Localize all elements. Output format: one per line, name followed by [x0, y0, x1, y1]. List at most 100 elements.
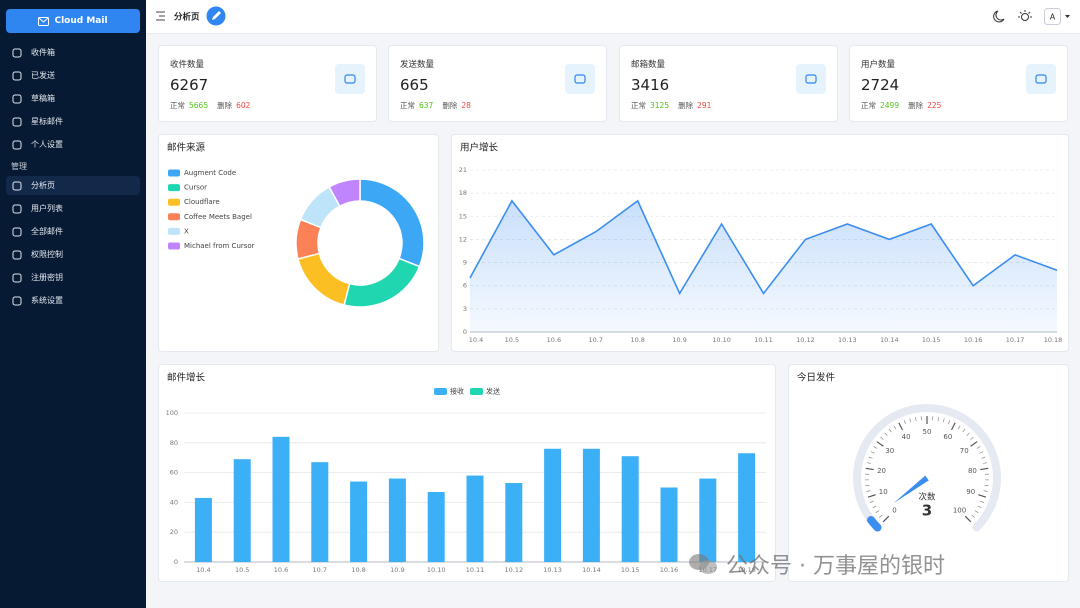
bar [505, 483, 523, 562]
menu-icon [12, 181, 22, 190]
menu-section: 管理 [11, 162, 27, 171]
watermark-text: 公众号 · 万事屋的银时 [726, 554, 945, 579]
x-tick-label: 10.12 [504, 566, 523, 574]
bar [272, 436, 290, 562]
menu-item[interactable]: 个人设置 [6, 135, 140, 154]
deleted-label: 删除 [908, 101, 924, 110]
menu-label: 草稿箱 [31, 94, 55, 103]
legend-swatch [168, 169, 180, 177]
stat-title: 邮箱数量 [631, 60, 666, 70]
gauge-tick [865, 467, 874, 471]
gauge-tick [964, 515, 972, 523]
menu-label: 注册密钥 [31, 273, 63, 282]
x-tick-label: 10.14 [582, 566, 601, 574]
icon-shape [12, 140, 22, 149]
gauge-tick [882, 515, 890, 523]
y-tick-label: 18 [459, 189, 467, 197]
stat-breakdown: 正常 3125 删除 291 [631, 100, 711, 111]
stat-card: 收件数量 6267 正常 5665 删除 602 [158, 45, 377, 122]
brand-button[interactable]: Cloud Mail [6, 9, 140, 33]
menu-item[interactable]: 全部邮件 [6, 222, 140, 241]
y-tick-label: 20 [170, 528, 178, 536]
bar [466, 475, 484, 562]
menu-toggle[interactable] [156, 11, 165, 21]
icon [805, 74, 817, 84]
x-tick-label: 10.12 [796, 336, 815, 344]
menu-item[interactable]: 已发送 [6, 66, 140, 85]
legend-label: Cursor [184, 184, 207, 192]
settings-icon[interactable] [1018, 10, 1032, 21]
menu-label: 系统设置 [31, 296, 63, 305]
deleted-count: 291 [697, 101, 712, 110]
gauge-minor-tick [893, 425, 897, 430]
gauge-minor-tick [872, 505, 877, 509]
bar [311, 462, 329, 562]
menu-item[interactable]: 星标邮件 [6, 112, 140, 131]
x-tick-label: 10.15 [922, 336, 941, 344]
gauge-tick-label: 100 [953, 507, 966, 515]
menu-item[interactable]: 分析页 [6, 176, 140, 195]
header-bar: 分析页 A [156, 6, 1071, 26]
x-tick-label: 10.18 [1044, 336, 1063, 344]
x-tick-label: 10.7 [589, 336, 603, 344]
legend-label: Augment Code [184, 169, 236, 177]
user-menu[interactable]: A [1044, 8, 1071, 25]
gauge-minor-tick [875, 510, 880, 514]
x-tick-label: 10.10 [712, 336, 731, 344]
legend-label: Coffee Meets Bagel [184, 213, 252, 221]
icon-shape [12, 48, 22, 57]
legend-swatch [434, 388, 447, 395]
x-tick-label: 10.11 [754, 336, 773, 344]
menu-icon [12, 250, 22, 259]
deleted-label: 删除 [442, 101, 458, 110]
y-tick-label: 80 [170, 439, 178, 447]
y-tick-label: 60 [170, 469, 178, 477]
normal-count: 637 [419, 101, 434, 110]
gauge-minor-tick [971, 514, 975, 518]
menu-item[interactable]: 系统设置 [6, 291, 140, 310]
menu-icon [12, 227, 22, 236]
theme-toggle[interactable] [993, 10, 1005, 23]
menu-label: 权限控制 [31, 250, 63, 259]
menu-item[interactable]: 注册密钥 [6, 268, 140, 287]
y-tick-label: 9 [463, 259, 467, 267]
gauge-tick-label: 20 [877, 467, 886, 475]
menu-item[interactable]: 用户列表 [6, 199, 140, 218]
y-tick-label: 3 [463, 305, 467, 313]
gauge-minor-tick [903, 420, 906, 425]
bar [621, 456, 639, 562]
x-tick-label: 10.14 [880, 336, 899, 344]
bar [194, 497, 212, 562]
gauge-tick [867, 494, 876, 498]
stat-total: 3416 [631, 76, 670, 94]
y-tick-label: 0 [463, 328, 467, 336]
x-tick-label: 10.15 [621, 566, 640, 574]
bar [427, 491, 445, 562]
legend-swatch [168, 213, 180, 221]
menu-icon [12, 140, 22, 149]
stat-card: 发送数量 665 正常 637 删除 28 [388, 45, 607, 122]
gauge-minor-tick [888, 428, 892, 433]
stat-title: 用户数量 [861, 60, 896, 70]
x-tick-label: 10.4 [469, 336, 483, 344]
gauge-minor-tick [974, 510, 979, 514]
menu-item[interactable]: 收件箱 [6, 43, 140, 62]
menu-item[interactable]: 草稿箱 [6, 89, 140, 108]
gauge-minor-tick [866, 490, 871, 492]
menu-item[interactable]: 权限控制 [6, 245, 140, 264]
gauge-minor-tick [880, 436, 884, 440]
stat-icon [1026, 64, 1056, 94]
legend-label: X [184, 227, 189, 235]
x-tick-label: 10.16 [964, 336, 983, 344]
edit-button[interactable] [206, 6, 226, 26]
line-area [470, 200, 1057, 332]
gauge-progress [867, 516, 882, 532]
line [469, 199, 1058, 296]
gauge-tick-label: 70 [960, 447, 969, 455]
gauge-tick [898, 422, 904, 431]
gauge-minor-tick [948, 420, 951, 425]
gauge-minor-tick [984, 484, 989, 487]
gauge-minor-tick [869, 500, 874, 503]
gauge-tick [876, 441, 884, 447]
